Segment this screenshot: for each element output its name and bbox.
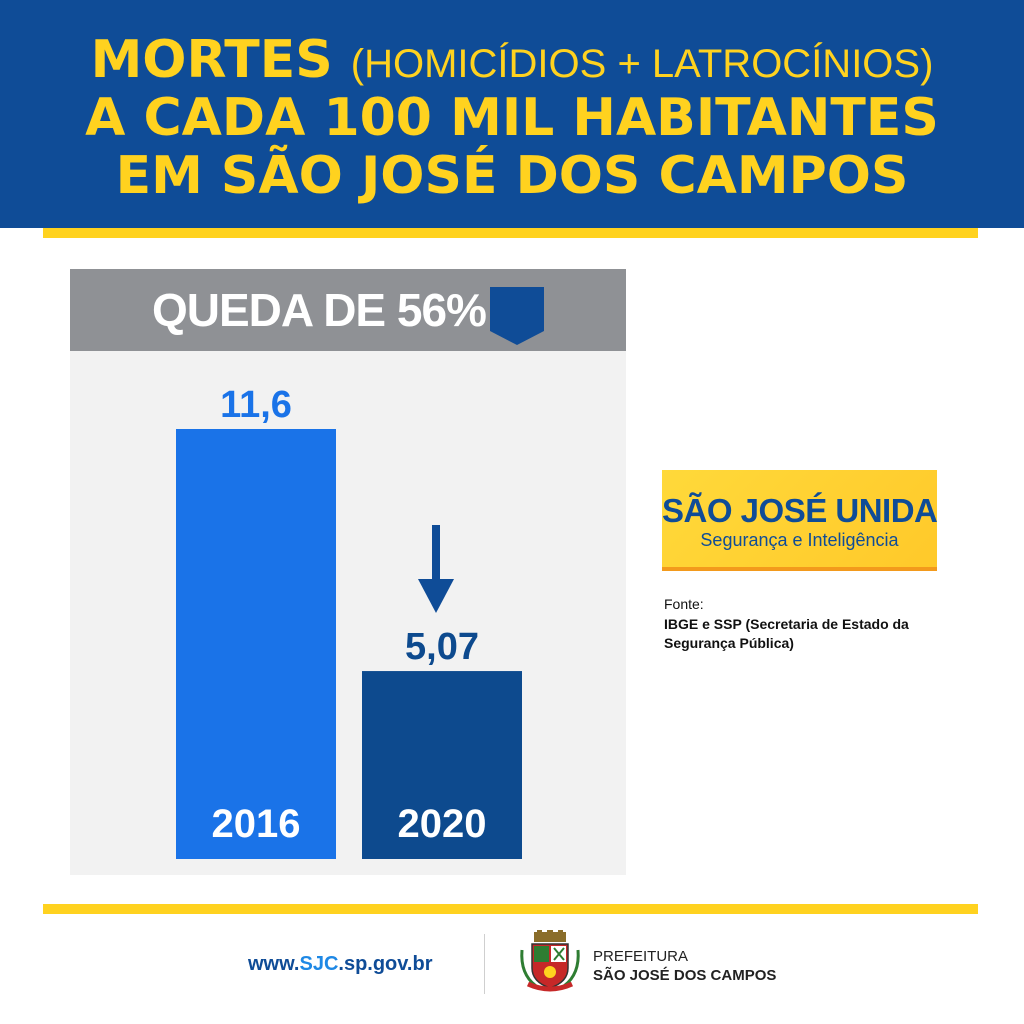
footer-divider [43, 904, 978, 914]
chart-panel: QUEDA DE 56% 11,6 2016 5,07 2020 [70, 269, 626, 875]
value-label-2020: 5,07 [405, 626, 479, 668]
decline-banner: QUEDA DE 56% [70, 269, 626, 351]
headline-line-1: MORTES (HOMICÍDIOS + LATROCÍNIOS) [0, 30, 1024, 90]
category-label-2016: 2016 [212, 802, 301, 846]
brand-logo-box: SÃO JOSÉ UNIDA Segurança e Inteligência [662, 470, 938, 571]
source-text: IBGE e SSP (Secretaria de Estado da Segu… [664, 616, 909, 651]
org-line-2: SÃO JOSÉ DOS CAMPOS [593, 967, 777, 984]
value-label-2016: 11,6 [220, 384, 292, 426]
headline-line-3: EM SÃO JOSÉ DOS CAMPOS [115, 146, 909, 206]
website-link[interactable]: www.SJC.sp.gov.br [248, 953, 432, 976]
headline-main: MORTES [90, 30, 333, 90]
site-highlight: SJC [299, 953, 339, 975]
brand-subtitle: Segurança e Inteligência [700, 530, 899, 550]
org-line-1: PREFEITURA [593, 948, 689, 965]
down-shield-icon [490, 287, 544, 345]
down-arrow-icon [418, 525, 454, 613]
site-suffix: .sp.gov.br [338, 953, 433, 975]
bar-2020 [362, 671, 522, 859]
decline-text: QUEDA DE 56% [152, 284, 487, 336]
header-divider [43, 228, 978, 238]
footer-separator [484, 934, 485, 994]
brand-title: SÃO JOSÉ UNIDA [662, 492, 938, 529]
bar-chart: 11,6 2016 5,07 2020 [176, 384, 522, 859]
headline-parenthetical: (HOMICÍDIOS + LATROCÍNIOS) [350, 42, 934, 86]
header-banner: MORTES (HOMICÍDIOS + LATROCÍNIOS) A CADA… [0, 0, 1024, 228]
coat-of-arms-icon [520, 930, 580, 992]
source-label: Fonte: [664, 596, 704, 612]
site-prefix: www. [248, 953, 300, 975]
category-label-2020: 2020 [398, 802, 487, 846]
headline-line-2: A CADA 100 MIL HABITANTES [85, 88, 939, 148]
bar-2016 [176, 429, 336, 859]
